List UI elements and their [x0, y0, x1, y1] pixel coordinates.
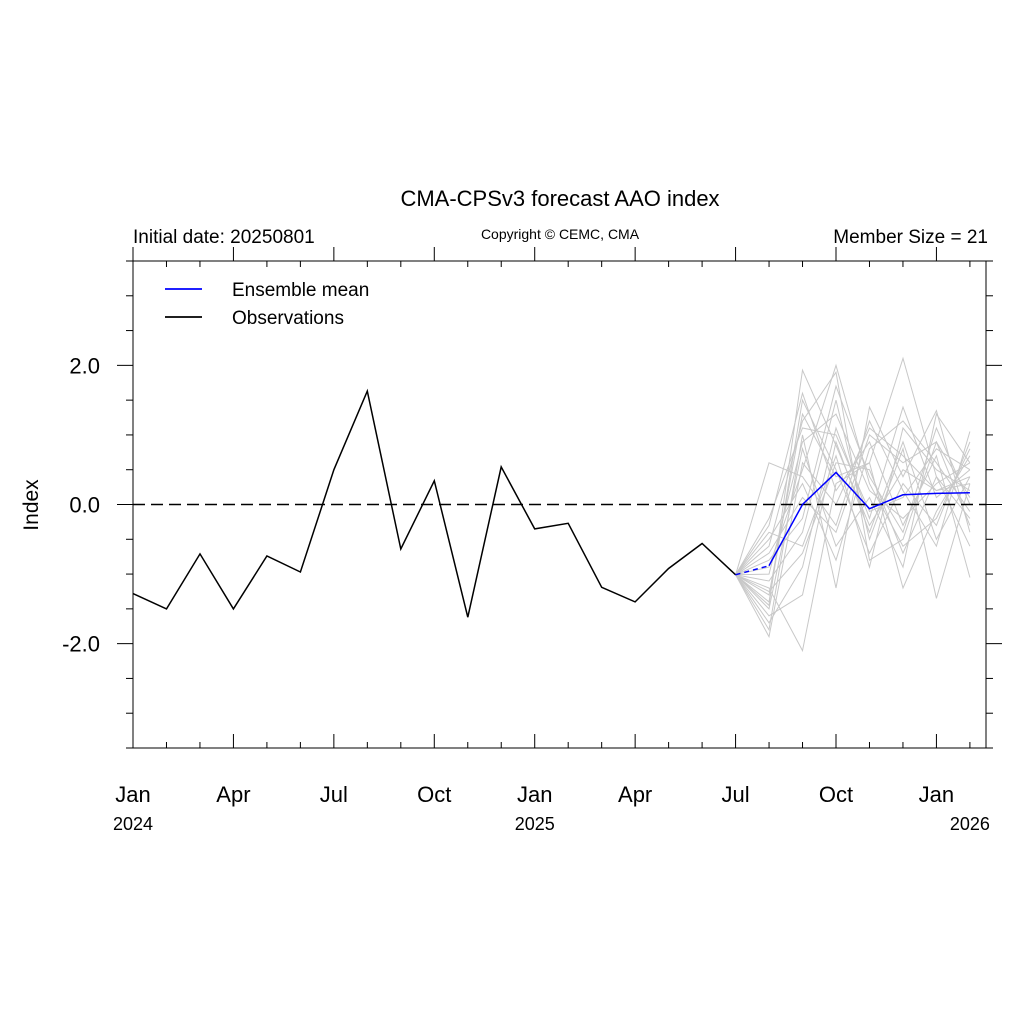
y-tick-label: 2.0: [69, 353, 100, 378]
ensemble-mean-dashed-segment: [735, 564, 770, 576]
member-line-11: [735, 426, 971, 576]
x-tick-label: Oct: [417, 782, 451, 807]
member-line-5: [735, 412, 971, 610]
copyright-label: Copyright © CEMC, CMA: [481, 226, 640, 242]
x-tick-label: Jan: [517, 782, 552, 807]
initial-date-label: Initial date: 20250801: [133, 227, 315, 248]
x-tick-label: Apr: [216, 782, 250, 807]
x-year-label: 2025: [515, 814, 555, 834]
x-tick-label: Jul: [722, 782, 750, 807]
x-tick-label: Jul: [320, 782, 348, 807]
series-group: [132, 388, 970, 618]
y-axis-label: Index: [20, 479, 43, 531]
ensemble-mean-line: [768, 471, 970, 567]
member-line-20: [735, 427, 971, 576]
ensemble-members-group: [735, 356, 971, 653]
chart-title: CMA-CPSv3 forecast AAO index: [400, 186, 719, 211]
member-line-10: [735, 405, 971, 632]
x-tick-label: Oct: [819, 782, 853, 807]
legend-label: Observations: [232, 308, 344, 329]
x-tick-label: Jan: [115, 782, 150, 807]
member-line-17: [735, 398, 971, 603]
x-year-label: 2024: [113, 814, 153, 834]
member-line-18: [735, 384, 971, 576]
legend-label: Ensemble mean: [232, 280, 369, 301]
legend: Ensemble mean Observations: [165, 280, 369, 329]
observations-line: [132, 388, 737, 618]
x-tick-label: Jan: [919, 782, 954, 807]
member-line-16: [735, 420, 971, 576]
x-year-label: 2026: [950, 814, 990, 834]
y-tick-label: -2.0: [62, 632, 100, 657]
plot-frame: [132, 260, 987, 749]
x-tick-label: Apr: [618, 782, 652, 807]
member-line-21: [735, 462, 971, 593]
member-line-14: [735, 440, 971, 617]
axes-group: Jan 2024 Apr Jul Oct Jan 2025 Apr Jul Oct Jan 2026 2…: [62, 247, 1002, 834]
member-size-label: Member Size = 21: [833, 227, 988, 248]
y-tick-label: 0.0: [69, 493, 100, 518]
